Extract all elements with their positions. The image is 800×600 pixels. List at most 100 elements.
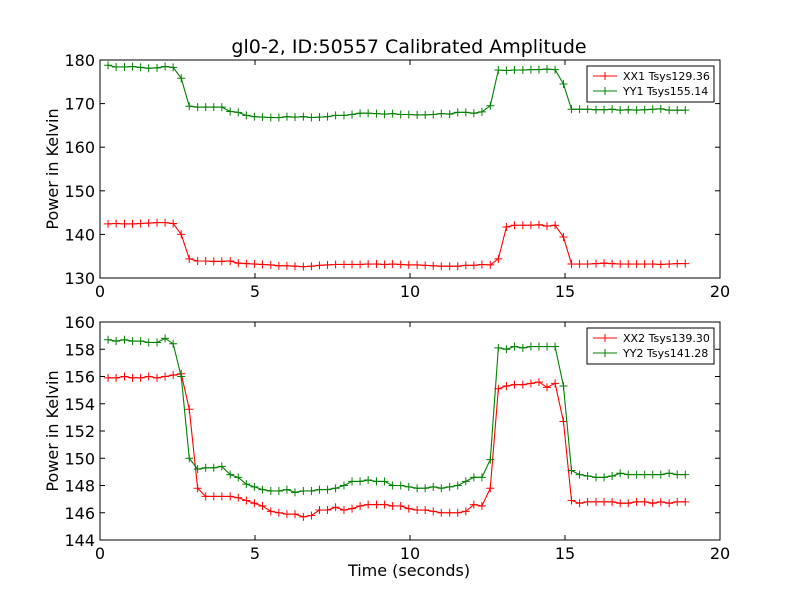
data-point-marker [632, 106, 641, 115]
data-point-marker [494, 66, 503, 75]
data-point-marker [673, 470, 682, 479]
data-point-marker [648, 260, 657, 269]
data-point-marker [193, 484, 202, 493]
data-point-marker [136, 373, 145, 382]
data-point-marker [469, 261, 478, 270]
data-point-marker [640, 497, 649, 506]
data-point-marker [673, 259, 682, 268]
legend-label: YY2 Tsys141.28 [622, 347, 708, 360]
data-point-marker [217, 492, 226, 501]
data-point-marker [624, 499, 633, 508]
legend-swatch-marker [601, 334, 609, 342]
data-point-marker [274, 486, 283, 495]
data-point-marker [656, 260, 665, 269]
data-point-marker [551, 342, 560, 351]
data-point-marker [665, 469, 674, 478]
data-point-marker [217, 462, 226, 471]
data-point-marker [681, 470, 690, 479]
data-point-marker [543, 342, 552, 351]
y-tick-label: 170 [64, 95, 95, 114]
data-point-marker [600, 473, 609, 482]
data-point-marker [575, 470, 584, 479]
data-point-marker [510, 342, 519, 351]
data-point-marker [469, 500, 478, 509]
data-point-marker [640, 260, 649, 269]
data-point-marker [315, 261, 324, 270]
data-point-marker [136, 63, 145, 72]
data-point-marker [104, 61, 113, 70]
data-point-marker [632, 497, 641, 506]
data-point-marker [396, 481, 405, 490]
data-point-marker [421, 506, 430, 515]
data-point-marker [242, 259, 251, 268]
data-point-marker [559, 382, 568, 391]
data-point-marker [404, 110, 413, 119]
data-point-marker [161, 372, 170, 381]
x-tick-label: 10 [400, 544, 420, 563]
legend-swatch-marker [601, 87, 609, 95]
data-point-marker [315, 506, 324, 515]
data-point-marker [477, 501, 486, 510]
data-point-marker [193, 465, 202, 474]
data-point-marker [413, 506, 422, 515]
data-point-marker [421, 110, 430, 119]
data-point-marker [153, 63, 162, 72]
data-point-marker [128, 62, 137, 71]
data-point-marker [559, 233, 568, 242]
data-point-marker [534, 377, 543, 386]
data-point-marker [681, 497, 690, 506]
data-point-marker [242, 496, 251, 505]
data-point-marker [356, 477, 365, 486]
data-point-marker [592, 105, 600, 114]
data-point-marker [567, 496, 576, 505]
data-point-marker [600, 497, 609, 506]
data-point-marker [673, 106, 682, 115]
data-point-marker [112, 219, 121, 228]
data-point-marker [185, 405, 194, 414]
data-point-marker [437, 109, 446, 118]
y-tick-label: 154 [64, 395, 95, 414]
data-point-marker [290, 262, 299, 271]
y-tick-label: 160 [64, 138, 95, 157]
y-tick-label: 130 [64, 269, 95, 288]
data-point-marker [112, 62, 121, 71]
data-point-marker [185, 254, 194, 263]
data-point-marker [120, 335, 129, 344]
data-point-marker [128, 337, 137, 346]
data-point-marker [534, 220, 543, 229]
data-point-marker [177, 230, 186, 239]
y-tick-label: 144 [64, 531, 95, 550]
data-point-marker [421, 484, 430, 493]
data-point-marker [404, 504, 413, 513]
data-point-marker [453, 108, 462, 117]
plot-panel-1: 0 5 10 15 20 130 140 150 160 170 180 Power in Kelvi… [43, 51, 730, 301]
data-point-marker [282, 510, 291, 519]
data-point-marker [648, 105, 657, 114]
data-point-marker [616, 469, 625, 478]
data-point-marker [592, 473, 600, 482]
data-point-marker [226, 492, 235, 501]
data-point-marker [518, 221, 527, 230]
data-point-marker [372, 260, 381, 269]
data-point-marker [518, 343, 527, 352]
data-point-marker [234, 493, 243, 502]
legend-swatch-marker [601, 349, 609, 357]
data-point-marker [161, 334, 170, 343]
data-point-marker [608, 497, 617, 506]
data-point-marker [404, 260, 413, 269]
data-point-marker [461, 261, 470, 270]
data-point-marker [656, 104, 665, 113]
data-point-marker [534, 65, 543, 74]
data-point-marker [364, 476, 373, 485]
data-point-marker [242, 111, 251, 120]
data-point-marker [429, 482, 438, 491]
data-point-marker [144, 372, 153, 381]
y-axis-title: Power in Kelvin [43, 108, 62, 229]
data-point-marker [209, 492, 218, 501]
data-point-marker [526, 221, 535, 230]
data-point-marker [396, 501, 405, 510]
data-point-marker [445, 508, 454, 517]
data-point-marker [339, 260, 348, 269]
data-point-marker [510, 221, 519, 230]
data-point-marker [307, 511, 316, 520]
